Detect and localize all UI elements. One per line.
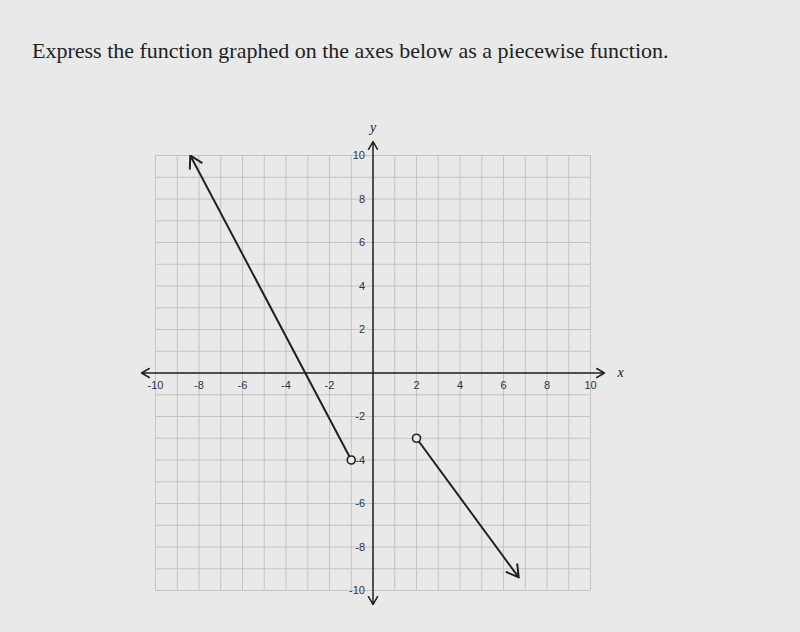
svg-text:y: y bbox=[368, 120, 377, 135]
svg-text:-8: -8 bbox=[355, 541, 365, 553]
svg-text:10: 10 bbox=[584, 379, 596, 391]
svg-text:x: x bbox=[616, 365, 624, 380]
svg-text:-2: -2 bbox=[325, 379, 335, 391]
svg-text:10: 10 bbox=[353, 149, 365, 161]
svg-text:-10: -10 bbox=[349, 584, 365, 596]
svg-text:8: 8 bbox=[544, 379, 550, 391]
html-text:Express the function graphed o: Express the function graphed on the axes… bbox=[32, 38, 669, 63]
svg-text:2: 2 bbox=[359, 323, 365, 335]
svg-text:-4: -4 bbox=[355, 454, 365, 466]
svg-text:-6: -6 bbox=[355, 497, 365, 509]
svg-text:4: 4 bbox=[359, 280, 365, 292]
svg-text:6: 6 bbox=[359, 236, 365, 248]
svg-text:-8: -8 bbox=[194, 379, 204, 391]
svg-text:-2: -2 bbox=[355, 410, 365, 422]
svg-text:6: 6 bbox=[500, 379, 506, 391]
svg-text:-10: -10 bbox=[148, 379, 164, 391]
svg-text:-4: -4 bbox=[281, 379, 291, 391]
svg-text:4: 4 bbox=[457, 379, 463, 391]
svg-text:2: 2 bbox=[413, 379, 419, 391]
svg-text:8: 8 bbox=[359, 193, 365, 205]
svg-text:-6: -6 bbox=[238, 379, 248, 391]
